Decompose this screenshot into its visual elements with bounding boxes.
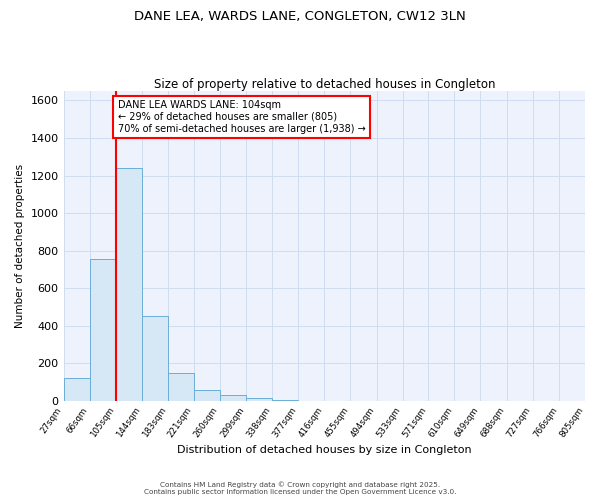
Bar xyxy=(168,372,194,401)
Bar xyxy=(116,168,142,401)
Title: Size of property relative to detached houses in Congleton: Size of property relative to detached ho… xyxy=(154,78,495,91)
Bar xyxy=(194,390,220,401)
Bar xyxy=(142,316,168,401)
Text: Contains HM Land Registry data © Crown copyright and database right 2025.
Contai: Contains HM Land Registry data © Crown c… xyxy=(144,482,456,495)
Text: DANE LEA, WARDS LANE, CONGLETON, CW12 3LN: DANE LEA, WARDS LANE, CONGLETON, CW12 3L… xyxy=(134,10,466,23)
Bar xyxy=(246,398,272,401)
Bar xyxy=(220,395,246,401)
X-axis label: Distribution of detached houses by size in Congleton: Distribution of detached houses by size … xyxy=(177,445,472,455)
Y-axis label: Number of detached properties: Number of detached properties xyxy=(15,164,25,328)
Bar xyxy=(89,259,116,401)
Bar xyxy=(64,378,89,401)
Text: DANE LEA WARDS LANE: 104sqm
← 29% of detached houses are smaller (805)
70% of se: DANE LEA WARDS LANE: 104sqm ← 29% of det… xyxy=(118,100,365,134)
